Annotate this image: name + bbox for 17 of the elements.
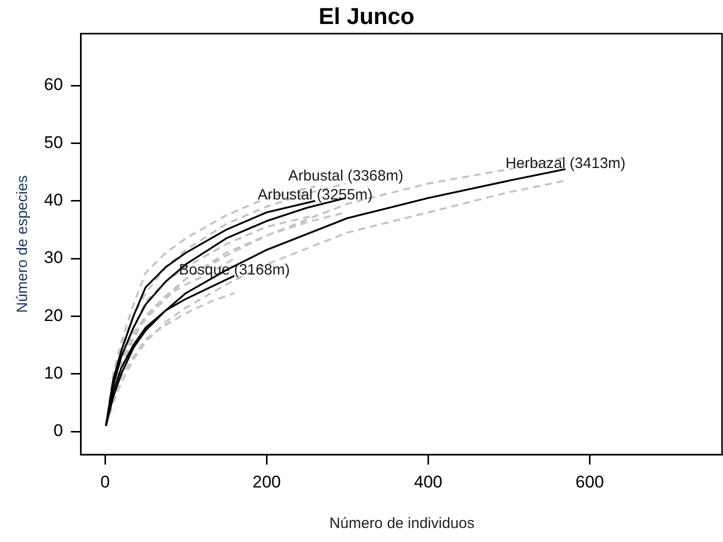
y-tick-label: 10 xyxy=(44,364,63,383)
y-tick-label: 0 xyxy=(53,421,63,440)
x-tick-label: 400 xyxy=(414,472,442,492)
x-tick-label: 600 xyxy=(576,472,604,492)
y-tick-label: 30 xyxy=(44,248,63,268)
x-axis-title: Número de individuos xyxy=(329,515,474,532)
y-axis-title: Número de especies xyxy=(14,175,32,313)
y-tick-label: 60 xyxy=(44,75,63,94)
y-tick-label: 40 xyxy=(44,190,63,210)
series-label: Arbustal (3255m) xyxy=(258,186,373,204)
x-tick-label: 200 xyxy=(252,472,281,492)
chart-title: El Junco xyxy=(318,3,414,30)
y-tick-label: 50 xyxy=(44,132,63,152)
x-tick-label: 0 xyxy=(100,472,110,492)
y-tick-label: 20 xyxy=(44,306,63,325)
series-label: Herbazal (3413m) xyxy=(505,154,626,172)
series-label: Arbustal (3368m) xyxy=(288,168,404,185)
